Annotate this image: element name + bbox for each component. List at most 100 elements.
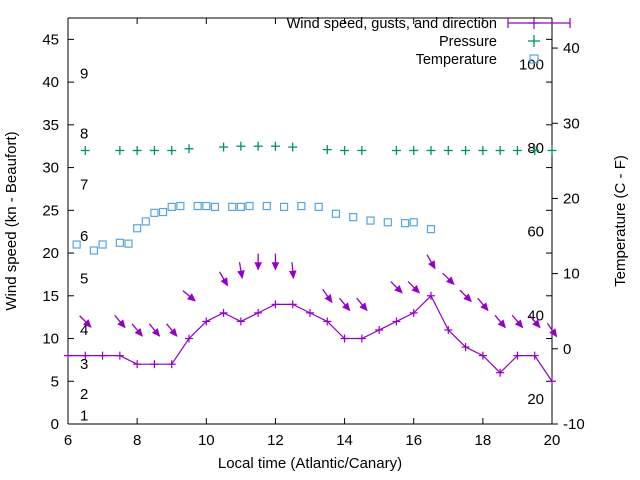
wind-direction-arrow	[338, 297, 351, 312]
wind-direction-arrow	[529, 314, 541, 329]
legend-label-wind: Wind speed, gusts, and direction	[287, 16, 497, 32]
temperature-point	[141, 217, 150, 226]
wind-direction-arrow	[477, 297, 489, 312]
series-gusts-direction	[79, 253, 558, 338]
wind-direction-arrow	[511, 314, 524, 329]
wind-speed-point	[461, 343, 470, 352]
wind-speed-point	[496, 368, 505, 377]
wind-direction-arrow	[288, 262, 297, 280]
y-tick-label: 5	[51, 373, 59, 390]
pressure-point	[461, 145, 471, 155]
wind-speed-point	[202, 317, 211, 326]
temperature-point	[314, 202, 323, 211]
beaufort-label: 8	[80, 125, 88, 142]
wind-speed-point	[375, 325, 384, 334]
wind-direction-arrow	[219, 271, 229, 287]
wind-speed-point	[98, 351, 107, 360]
wind-speed-point	[81, 351, 90, 360]
pressure-point	[357, 145, 367, 155]
wind-speed-point	[219, 308, 228, 317]
y-tick-label-right: 30	[563, 115, 580, 132]
fahrenheit-label: 60	[527, 224, 544, 241]
temperature-point	[366, 216, 375, 225]
temperature-point	[236, 202, 245, 211]
pressure-point	[219, 142, 229, 152]
x-tick-label: 16	[405, 432, 422, 449]
wind-speed-point	[513, 351, 522, 360]
wind-speed-point	[409, 308, 418, 317]
fahrenheit-label: 20	[527, 391, 544, 408]
x-tick-label: 20	[544, 432, 561, 449]
legend-marker-temperature	[529, 54, 539, 64]
legend-label-pressure: Pressure	[439, 34, 497, 50]
wind-speed-point	[427, 291, 435, 300]
pressure-point	[80, 145, 90, 155]
wind-direction-arrow	[459, 289, 472, 303]
wind-speed-line	[68, 294, 553, 382]
wind-speed-point	[236, 317, 245, 326]
pressure-point	[547, 145, 557, 155]
x-axis-title: Local time (Atlantic/Canary)	[218, 455, 402, 472]
temperature-point	[124, 239, 133, 248]
wind-speed-point	[392, 317, 401, 326]
temperature-point	[89, 246, 99, 255]
wind-speed-point	[357, 334, 366, 343]
y-tick-label: 45	[42, 31, 59, 48]
wind-direction-arrow	[79, 315, 92, 328]
x-tick-label: 14	[336, 432, 353, 449]
x-tick-label: 8	[133, 432, 141, 449]
temperature-point	[115, 238, 124, 247]
wind-speed-point	[185, 334, 193, 343]
wind-speed-point	[150, 360, 159, 369]
wind-direction-arrow	[254, 253, 262, 271]
legend-marker-pressure	[528, 35, 540, 47]
pressure-point	[443, 145, 453, 155]
temperature-point	[400, 219, 410, 228]
beaufort-label: 7	[80, 177, 88, 194]
wind-speed-point	[478, 351, 487, 360]
temperature-point	[262, 201, 271, 211]
beaufort-label: 4	[80, 322, 88, 339]
pressure-point	[340, 145, 350, 155]
wind-speed-point	[548, 377, 556, 386]
wind-direction-arrow	[546, 323, 558, 338]
x-tick-label: 18	[475, 432, 492, 449]
wind-speed-point	[530, 351, 539, 360]
temperature-point	[331, 209, 341, 218]
pressure-point	[132, 145, 142, 155]
y-tick-label: 20	[42, 245, 59, 262]
y-tick-label: 30	[42, 160, 59, 177]
x-tick-label: 6	[64, 432, 72, 449]
y-tick-label: 40	[42, 74, 59, 91]
wind-direction-arrow	[271, 253, 280, 271]
y-tick-label: 10	[42, 331, 59, 348]
temperature-point	[133, 224, 142, 233]
wind-direction-arrow	[426, 254, 436, 270]
plot-frame	[67, 17, 553, 425]
wind-direction-arrow	[494, 314, 506, 329]
y-tick-label: 0	[51, 416, 59, 433]
y-tick-label: 15	[42, 288, 59, 305]
series-pressure	[80, 141, 557, 155]
wind-direction-arrow	[114, 314, 126, 329]
temperature-point	[279, 202, 289, 211]
wind-direction-arrow	[356, 297, 368, 312]
wind-speed-point	[167, 360, 176, 369]
beaufort-label: 2	[80, 386, 88, 403]
beaufort-label: 5	[80, 271, 88, 288]
temperature-point	[228, 202, 237, 211]
chart-legend: Wind speed, gusts, and direction Pressur…	[287, 16, 571, 68]
wind-speed-point	[288, 300, 297, 309]
temperature-point	[409, 218, 418, 227]
pressure-point	[288, 142, 298, 152]
pressure-point	[253, 141, 263, 151]
wind-direction-arrow	[442, 272, 455, 286]
wind-speed-point	[444, 325, 453, 334]
y-tick-label-right: 20	[563, 190, 580, 207]
x-tick-label: 12	[267, 432, 284, 449]
temperature-point	[72, 240, 81, 249]
right-axis: -10 0 10 20 30 40 Temperature (C - F)	[552, 40, 629, 433]
y-tick-label-right: 0	[563, 341, 571, 358]
beaufort-label: 6	[80, 228, 88, 245]
